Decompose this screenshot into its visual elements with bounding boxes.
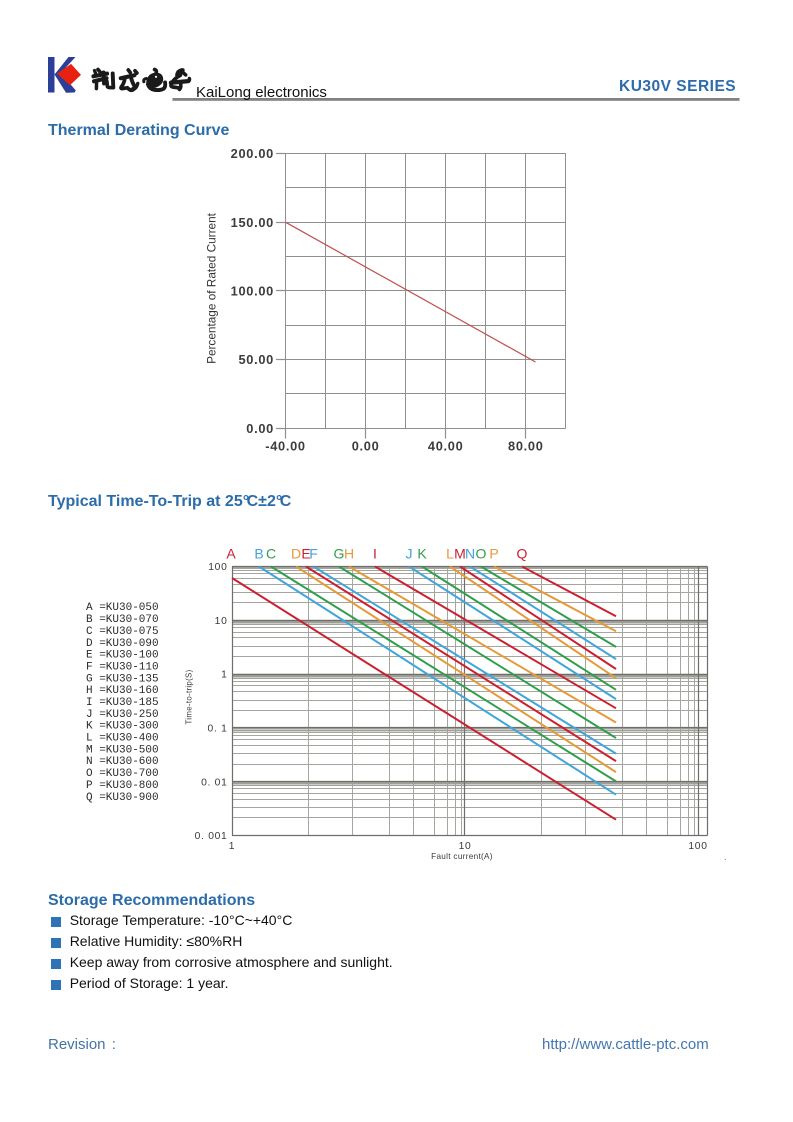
svg-text:Percentage of Rated Current: Percentage of Rated Current <box>205 212 219 364</box>
svg-text:100.00: 100.00 <box>231 284 274 299</box>
svg-text:K =KU30-300: K =KU30-300 <box>86 721 159 733</box>
svg-text:P: P <box>489 546 498 562</box>
svg-text:L: L <box>446 546 454 562</box>
svg-text:N =KU30-600: N =KU30-600 <box>86 756 159 768</box>
svg-text:G: G <box>334 546 345 562</box>
svg-text:150.00: 150.00 <box>231 215 274 230</box>
svg-text:F =KU30-110: F =KU30-110 <box>86 662 159 674</box>
svg-text:K: K <box>417 546 427 562</box>
svg-text:-40.00: -40.00 <box>265 439 306 454</box>
svg-text:B: B <box>254 546 263 562</box>
svg-text:.: . <box>724 852 727 862</box>
svg-text:C =KU30-075: C =KU30-075 <box>86 626 159 638</box>
svg-text:J: J <box>406 546 413 562</box>
svg-text:M =KU30-500: M =KU30-500 <box>86 744 159 756</box>
svg-text:Q: Q <box>517 546 528 562</box>
svg-text:100: 100 <box>688 841 707 852</box>
svg-text:H =KU30-160: H =KU30-160 <box>86 685 159 697</box>
svg-text:10: 10 <box>215 616 228 627</box>
svg-text:1: 1 <box>229 841 235 852</box>
svg-text:A =KU30-050: A =KU30-050 <box>86 602 159 614</box>
svg-text:O =KU30-700: O =KU30-700 <box>86 768 159 780</box>
svg-text:10: 10 <box>459 841 472 852</box>
svg-text:H: H <box>344 546 354 562</box>
svg-text:1: 1 <box>221 670 227 681</box>
svg-text:Q =KU30-900: Q =KU30-900 <box>86 792 159 804</box>
svg-text:E: E <box>301 546 310 562</box>
svg-text:L =KU30-400: L =KU30-400 <box>86 733 159 745</box>
svg-text:N: N <box>465 546 475 562</box>
svg-text:0. 001: 0. 001 <box>195 831 228 842</box>
svg-text:J =KU30-250: J =KU30-250 <box>86 709 159 721</box>
svg-text:Time-to-trip(S): Time-to-trip(S) <box>185 669 194 724</box>
svg-text:F: F <box>309 546 318 562</box>
svg-text:D: D <box>291 546 301 562</box>
svg-text:C: C <box>266 546 276 562</box>
svg-text:D =KU30-090: D =KU30-090 <box>86 638 159 650</box>
svg-text:B =KU30-070: B =KU30-070 <box>86 614 159 626</box>
svg-text:E =KU30-100: E =KU30-100 <box>86 650 159 662</box>
svg-text:80.00: 80.00 <box>508 439 544 454</box>
svg-text:200.00: 200.00 <box>231 146 274 161</box>
svg-text:100: 100 <box>208 562 227 573</box>
svg-text:P =KU30-800: P =KU30-800 <box>86 780 159 792</box>
svg-text:40.00: 40.00 <box>428 439 464 454</box>
svg-text:G =KU30-135: G =KU30-135 <box>86 673 159 685</box>
svg-text:M: M <box>454 546 466 562</box>
svg-text:O: O <box>476 546 487 562</box>
svg-text:0.00: 0.00 <box>352 439 380 454</box>
svg-text:0.00: 0.00 <box>246 421 274 436</box>
svg-text:0. 01: 0. 01 <box>201 777 227 788</box>
svg-text:A: A <box>226 546 236 562</box>
svg-text:Fault current(A): Fault current(A) <box>431 852 493 861</box>
svg-text:0. 1: 0. 1 <box>208 724 228 735</box>
svg-text:I: I <box>373 546 377 562</box>
svg-text:50.00: 50.00 <box>238 352 274 367</box>
svg-text:I =KU30-185: I =KU30-185 <box>86 697 159 709</box>
